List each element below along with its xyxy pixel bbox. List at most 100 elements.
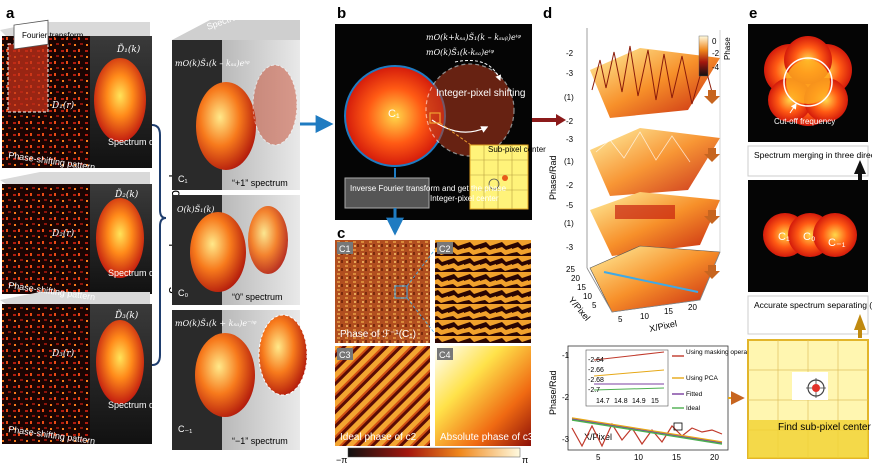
c1-caption: Phase of ℱ⁻¹(C₁) [340, 329, 416, 340]
shift-math-1: mO(k)S̃₁(k – kₛₐ)eⁱᵠ [175, 59, 250, 68]
subpixel-grid-box [469, 144, 529, 210]
svg-text:15: 15 [651, 398, 659, 405]
cutoff-label: Cut-off frequency [774, 117, 835, 126]
shift-column [172, 20, 308, 450]
e-c0-label: C₀ [803, 231, 816, 243]
d-colorbar [698, 35, 709, 77]
legend-masking: Using masking operator [686, 349, 755, 356]
merging-caption: Spectrum merging in three directions [754, 150, 872, 160]
spectrum-diagram-1: Spectrum diagram [108, 137, 182, 147]
inverse-fourier-label: Inverse Fourier transform and get the ph… [350, 184, 507, 193]
b-math-1: mO(k+kₛₐ)S̃₁(k – kₛᵤᵦ)eⁱᵠ [426, 33, 521, 42]
svg-text:-2.64: -2.64 [588, 357, 604, 364]
phase-cube-1 [0, 22, 152, 168]
d-x-label: X/Pixel [648, 318, 677, 334]
e-c1-label: C₁ [778, 231, 790, 243]
find-center-label: Find sub-pixel center [778, 422, 871, 433]
svg-text:-2.7: -2.7 [588, 387, 600, 394]
panel-b-label: b [337, 5, 346, 22]
shift-math-2: O(k)S̃₁(k) [177, 205, 214, 214]
spectrum-diagram-2: Spectrum diagram [108, 268, 182, 278]
subpixel-center-label: Sub-pixel center [488, 145, 546, 154]
c4-tag: C4 [439, 350, 451, 360]
merged-spectrum [764, 36, 852, 126]
d-colorbar-title: Phase [723, 37, 732, 60]
phase-pattern-stack [0, 22, 152, 444]
separating-caption: Accurate spectrum separating (again), sh… [754, 300, 872, 310]
svg-text:-2: -2 [562, 393, 570, 402]
fourier-transform-label: Fourier transform [22, 31, 84, 40]
shifted-spectrum [425, 63, 515, 157]
svg-text:14.9: 14.9 [632, 398, 646, 405]
panel-c-label: c [337, 225, 345, 242]
svg-text:-2: -2 [566, 49, 574, 58]
plus1-caption: “+1” spectrum [232, 178, 288, 188]
colorbar-min: −π [336, 455, 347, 465]
svg-text:20: 20 [710, 453, 719, 462]
panel-b: b mO(k+kₛₐ)S̃₁(k – kₛᵤᵦ)eⁱᵠ mO(k)S̃₁(k-k… [335, 5, 546, 236]
svg-text:(1): (1) [564, 219, 574, 228]
svg-text:5: 5 [592, 301, 597, 310]
separating-caption-box [747, 295, 869, 335]
colorbar-max: π [522, 455, 528, 465]
merging-caption-box [747, 145, 869, 177]
d1-r: D₁(r) [51, 100, 75, 111]
d-z-label: Phase/Rad [548, 155, 558, 200]
spectrum-diagram-3: Spectrum diagram [108, 400, 182, 410]
separated-spectrum [763, 213, 857, 257]
svg-text:-3: -3 [562, 435, 570, 444]
svg-text:15: 15 [577, 283, 586, 292]
panel-e: e Cut-off frequency Spectrum merging in … [747, 5, 872, 459]
cm1-label-a: C₋₁ [178, 424, 192, 434]
tilde-d3: D̃₃(k) [114, 309, 139, 321]
c4-caption: Absolute phase of c3 [440, 432, 534, 443]
panel-a-label: a [6, 5, 15, 22]
integer-shifting-label: Integer-pixel shifting [436, 88, 526, 99]
svg-text:10: 10 [583, 292, 592, 301]
svg-text:14.8: 14.8 [614, 398, 628, 405]
phase-cube-2 [0, 172, 152, 294]
phase-line-chart: Phase/Rad -1 -2 -3 5 10 15 20 X/Pixel -2… [548, 345, 755, 462]
svg-text:-5: -5 [566, 201, 574, 210]
e-cm1-label: C₋₁ [828, 237, 846, 249]
svg-text:10: 10 [634, 453, 643, 462]
tilde-d2: D̃₂(k) [114, 188, 139, 200]
svg-text:25: 25 [566, 265, 575, 274]
layer-arrows [704, 90, 720, 279]
c1-label-a: C₁ [178, 174, 188, 184]
c1-tile [335, 240, 430, 343]
d2-r: D₂(r) [51, 228, 75, 239]
spectrum-ellipse [94, 58, 146, 142]
panel-a: a [0, 0, 334, 450]
svg-text:20: 20 [688, 303, 697, 312]
c3-tag: C3 [339, 350, 351, 360]
panel-e-label: e [749, 5, 757, 22]
legend-ideal: Ideal [686, 405, 701, 412]
svg-text:5: 5 [618, 315, 623, 324]
phase-cube-3 [0, 292, 152, 444]
svg-text:20: 20 [571, 274, 580, 283]
c2-tile [435, 240, 531, 343]
svg-text:15: 15 [672, 453, 681, 462]
zero-caption: “0” spectrum [232, 292, 283, 302]
integer-center-label: Integer-pixel center [430, 194, 499, 203]
c3-tile [335, 346, 430, 446]
svg-text:-2.66: -2.66 [588, 367, 604, 374]
svg-text:-2: -2 [566, 117, 574, 126]
c3-caption: Ideal phase of c2 [340, 432, 417, 443]
svg-text:-2: -2 [712, 49, 720, 58]
svg-text:-3: -3 [566, 69, 574, 78]
svg-text:-3: -3 [566, 243, 574, 252]
c1-label-b: C₁ [388, 108, 400, 120]
svg-text:0: 0 [712, 37, 717, 46]
separating-bracket [151, 124, 167, 366]
panel-d-label: d [543, 5, 552, 22]
minus1-caption: “−1” spectrum [232, 436, 288, 446]
c1-tag: C1 [339, 244, 351, 254]
svg-text:(1): (1) [564, 93, 574, 102]
c4-tile [435, 346, 531, 446]
tilde-d1: D̃₁(k) [116, 43, 141, 55]
c2-tag: C2 [439, 244, 451, 254]
legend-fitted: Fitted [686, 391, 703, 398]
stacked-surfaces [586, 28, 721, 313]
